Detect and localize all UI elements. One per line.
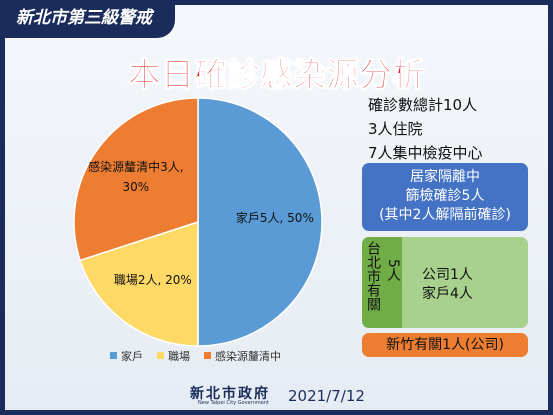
summary-line: 確診數總計10人 (368, 96, 478, 114)
data-label: 職場2人, 20% (114, 273, 192, 287)
hsinchu-box: 新竹有關1人(公司) (362, 333, 528, 357)
legend-swatch (157, 352, 164, 359)
legend-swatch (204, 352, 211, 359)
pie-slice (79, 220, 199, 347)
legend-label: 家戶 (121, 349, 143, 363)
taipei-detail: 家戶4人 (422, 286, 473, 302)
taipei-strip (362, 237, 402, 328)
summary-line: 3人住院 (368, 120, 423, 138)
home-isolation-box: 居家隔離中 篩檢確診5人 (其中2人解隔前確診) (362, 163, 528, 231)
data-label: 家戶5人, 50% (236, 210, 314, 225)
data-label-line: 30% (122, 180, 149, 194)
title: 本日確診感染源分析 (128, 55, 426, 95)
taipei-detail: 公司1人 (422, 267, 473, 283)
summary-line: 7人集中檢疫中心 (368, 144, 483, 162)
pie-chart: 家戶5人, 50% 職場2人, 20% 感染源釐清中3人, 30% 家戶 職場 感染源釐清中 (73, 97, 323, 363)
taipei-label: 台北市有關 (365, 241, 381, 311)
box-line: 篩檢確診5人 (405, 188, 485, 204)
legend-label: 職場 (168, 350, 190, 363)
taipei-count: 5人 (385, 259, 401, 282)
taipei-box: 台北市有關 5人 公司1人 家戶4人 (362, 237, 528, 328)
box-line: 居家隔離中 (410, 169, 480, 185)
date: 2021/7/12 (288, 387, 365, 405)
logo: 新北市政府 (190, 386, 270, 402)
data-label: 感染源釐清中3人, 30% (88, 159, 183, 194)
pie-slice (73, 97, 199, 262)
legend-swatch (110, 352, 117, 359)
logo-en: New Taipei City Government (198, 400, 269, 406)
data-label-line: 感染源釐清中3人, (88, 159, 183, 174)
legend-label: 感染源釐清中 (215, 349, 281, 363)
banner: 新北市第三級警戒 (0, 0, 175, 38)
box-line: (其中2人解隔前確診) (379, 207, 511, 223)
pie-slice (197, 97, 323, 347)
